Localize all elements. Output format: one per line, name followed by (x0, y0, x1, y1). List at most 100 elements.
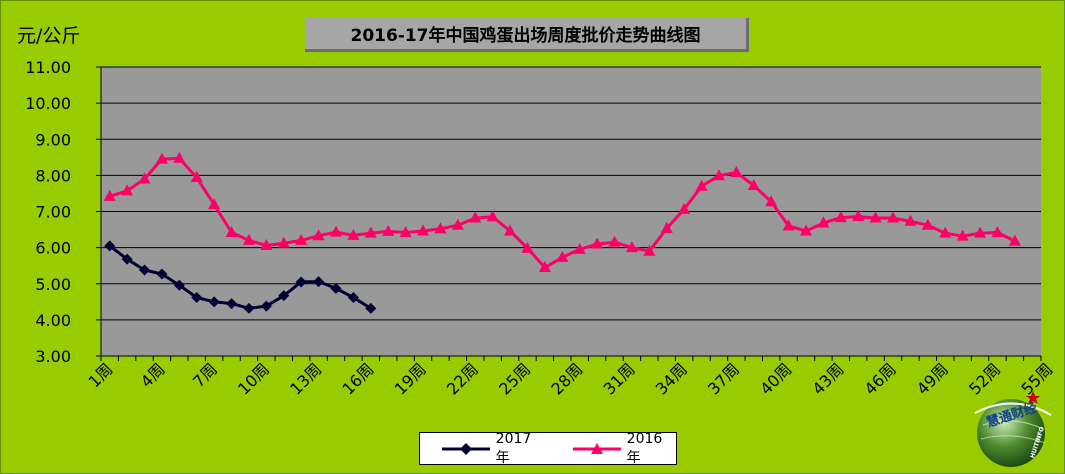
legend-label-2017: 2017年 (495, 430, 532, 466)
x-tick-label: 16周 (338, 359, 377, 398)
data-point (243, 302, 255, 314)
data-point (312, 229, 325, 241)
data-point (260, 238, 273, 250)
data-point (956, 229, 969, 241)
data-point (103, 189, 116, 201)
data-point (643, 244, 656, 256)
data-point (156, 268, 168, 280)
data-point (573, 242, 586, 254)
legend-item-2016: 2016年 (571, 431, 676, 467)
y-tick-label: 9.00 (35, 130, 71, 149)
chart-title: 2016-17年中国鸡蛋出场周度批价走势曲线图 (305, 18, 749, 52)
data-point (486, 210, 499, 222)
y-tick-label: 10.00 (25, 94, 71, 113)
data-point (712, 169, 725, 181)
data-point (695, 179, 708, 191)
data-point (800, 224, 812, 236)
data-point (556, 250, 569, 262)
data-point (313, 276, 325, 288)
x-tick-label: 1周 (85, 359, 117, 391)
data-point (782, 219, 795, 231)
data-point (469, 211, 482, 223)
data-point (765, 195, 778, 207)
data-point (330, 282, 342, 294)
data-point (277, 236, 290, 248)
data-point (521, 241, 534, 253)
series-line-0 (108, 244, 372, 310)
data-point (887, 211, 900, 223)
data-point (225, 225, 238, 237)
data-point (869, 211, 882, 223)
data-point (260, 300, 272, 312)
data-point (399, 225, 412, 237)
data-point (208, 296, 220, 308)
data-point (991, 225, 1004, 237)
x-tick-label: 37周 (704, 359, 743, 398)
y-tick-label: 8.00 (35, 166, 71, 185)
x-tick-label: 28周 (547, 359, 586, 398)
data-point (104, 240, 116, 252)
data-point (451, 218, 464, 230)
y-tick-label: 4.00 (35, 311, 71, 330)
data-point (852, 210, 865, 222)
y-tick-label: 11.00 (25, 58, 71, 77)
x-tick-label: 46周 (861, 359, 900, 398)
data-point (295, 276, 307, 288)
data-point (121, 253, 133, 265)
x-tick-label: 34周 (652, 359, 691, 398)
data-point (208, 198, 221, 210)
data-point (138, 172, 151, 184)
data-point (173, 151, 186, 163)
data-point (278, 290, 290, 302)
data-point (191, 291, 203, 303)
data-point (417, 224, 430, 236)
x-tick-label: 43周 (808, 359, 847, 398)
data-point (591, 237, 604, 249)
data-point (747, 178, 760, 190)
data-point (347, 291, 359, 303)
x-tick-label: 7周 (189, 359, 221, 391)
data-point (347, 228, 360, 240)
data-point (660, 221, 673, 233)
data-point (904, 214, 917, 226)
data-point (382, 224, 395, 236)
data-point (678, 202, 691, 214)
data-point (155, 152, 168, 164)
x-tick-label: 19周 (391, 359, 430, 398)
x-tick-label: 31周 (600, 359, 639, 398)
data-point (504, 224, 517, 236)
data-point (921, 218, 934, 230)
data-point (538, 260, 551, 272)
x-tick-label: 49周 (913, 359, 952, 398)
data-point (974, 226, 987, 238)
legend-label-2016: 2016年 (626, 430, 663, 466)
data-point (190, 171, 203, 183)
data-point (139, 264, 151, 276)
data-point (364, 226, 377, 238)
y-tick-label: 5.00 (35, 275, 71, 294)
x-tick-label: 13周 (286, 359, 325, 398)
data-point (173, 279, 185, 291)
y-tick-label: 7.00 (35, 203, 71, 222)
data-point (330, 225, 342, 237)
data-point (295, 233, 308, 245)
x-tick-label: 4周 (137, 359, 169, 391)
x-tick-label: 22周 (443, 359, 482, 398)
data-point (434, 222, 447, 234)
legend-item-2017: 2017年 (440, 431, 545, 467)
legend-marker-2017 (442, 442, 490, 455)
y-tick-label: 3.00 (35, 347, 71, 366)
data-point (939, 226, 952, 238)
legend-marker-2016 (573, 442, 621, 454)
logo-globe-icon: 慧通财经 HUITINFO (974, 391, 1052, 467)
legend: 2017年 2016年 (419, 431, 677, 467)
data-point (1008, 234, 1021, 246)
data-point (834, 211, 847, 223)
data-point (608, 235, 621, 247)
data-point (817, 216, 830, 228)
data-point (365, 302, 377, 314)
x-tick-label: 25周 (495, 359, 534, 398)
data-point (730, 165, 743, 177)
